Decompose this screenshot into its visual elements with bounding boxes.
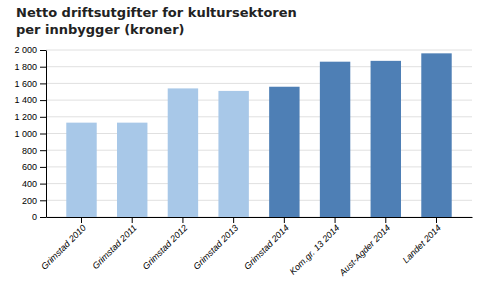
x-tick-mark (182, 217, 183, 223)
x-tick-label: Grimstad 2013 (191, 223, 240, 272)
x-tick: Grimstad 2014 (242, 217, 291, 272)
grid-line (46, 217, 472, 218)
title: Netto driftsutgifter for kultursektoren (16, 5, 297, 20)
y-tick: 1 200 (14, 112, 46, 122)
y-tick: 400 (22, 179, 46, 189)
plot-area: 0 200 400 600 800 1 000 1 200 1 400 1 600 1 800 2 … (14, 45, 472, 278)
y-tick-label: 1 000 (14, 129, 37, 139)
y-tick-label: 1 600 (14, 79, 37, 89)
x-tick-mark (132, 217, 133, 223)
y-tick-label: 1 400 (14, 95, 37, 105)
x-tick: Kom.gr. 13 2014 (288, 217, 342, 277)
y-tick-mark (40, 50, 46, 51)
y-tick-label: 2 000 (14, 45, 37, 55)
y-tick-label: 400 (22, 179, 37, 189)
y-tick: 200 (22, 196, 46, 206)
y-tick-label: 600 (22, 162, 37, 172)
bar (269, 87, 299, 217)
x-tick-mark (81, 217, 82, 223)
chart: Netto driftsutgifter for kultursektoren p… (0, 0, 486, 295)
y-tick: 1 600 (14, 79, 46, 89)
bar (66, 123, 96, 217)
x-tick: Grimstad 2010 (39, 217, 88, 272)
bar (117, 123, 147, 217)
x-tick: Landet 2014 (401, 217, 443, 265)
bar (168, 88, 198, 217)
bar (320, 62, 350, 217)
x-tick-label: Aust-Agder 2014 (337, 223, 393, 279)
x-tick-label: Kom.gr. 13 2014 (288, 223, 342, 277)
x-tick-mark (436, 217, 437, 223)
y-tick: 800 (22, 146, 46, 156)
x-tick-label: Grimstad 2014 (242, 223, 291, 272)
grid-line (46, 116, 472, 117)
y-tick-mark (40, 200, 46, 201)
y-tick-label: 0 (32, 212, 37, 222)
subtitle: per innbygger (kroner) (16, 22, 185, 37)
grid-line (46, 100, 472, 101)
y-tick-mark (40, 184, 46, 185)
x-tick: Grimstad 2013 (191, 217, 240, 272)
x-tick-mark (284, 217, 285, 223)
y-tick-label: 200 (22, 196, 37, 206)
y-tick-mark (40, 67, 46, 68)
x-axis-line (47, 217, 473, 218)
grid-line (46, 166, 472, 167)
x-tick-label: Grimstad 2012 (141, 223, 190, 272)
y-tick: 0 (32, 212, 46, 222)
x-tick: Aust-Agder 2014 (337, 217, 393, 278)
y-tick-label: 1 800 (14, 62, 37, 72)
grid-line (46, 66, 472, 67)
bar (218, 91, 248, 217)
x-tick-mark (233, 217, 234, 223)
grid-line (46, 150, 472, 151)
bars (66, 53, 451, 217)
grid-line (46, 183, 472, 184)
x-tick-mark (385, 217, 386, 223)
x-axis: Grimstad 2010Grimstad 2011Grimstad 2012G… (39, 217, 472, 278)
y-tick: 1 000 (14, 129, 46, 139)
grid-line (46, 50, 472, 51)
y-tick-label: 800 (22, 146, 37, 156)
y-tick-mark (40, 100, 46, 101)
y-tick-mark (40, 217, 46, 218)
x-tick-label: Grimstad 2011 (90, 223, 138, 271)
y-tick: 1 400 (14, 95, 46, 105)
bar (421, 53, 451, 217)
x-tick-mark (335, 217, 336, 223)
y-tick-mark (40, 117, 46, 118)
y-tick-mark (40, 150, 46, 151)
y-tick: 1 800 (14, 62, 46, 72)
x-tick-label: Grimstad 2010 (39, 223, 88, 272)
grid (46, 50, 472, 217)
x-tick-label: Landet 2014 (401, 223, 443, 265)
y-axis-line (46, 51, 47, 218)
x-tick: Grimstad 2012 (141, 217, 190, 272)
y-axis: 0 200 400 600 800 1 000 1 200 1 400 1 600 1 800 2 … (14, 45, 46, 222)
bar (371, 61, 401, 217)
y-tick: 600 (22, 162, 46, 172)
y-tick: 2 000 (14, 45, 46, 55)
y-tick-label: 1 200 (14, 112, 37, 122)
y-tick-mark (40, 134, 46, 135)
y-tick-mark (40, 167, 46, 168)
x-tick: Grimstad 2011 (90, 217, 138, 271)
y-tick-mark (40, 83, 46, 84)
grid-line (46, 133, 472, 134)
grid-line (46, 83, 472, 84)
grid-line (46, 200, 472, 201)
